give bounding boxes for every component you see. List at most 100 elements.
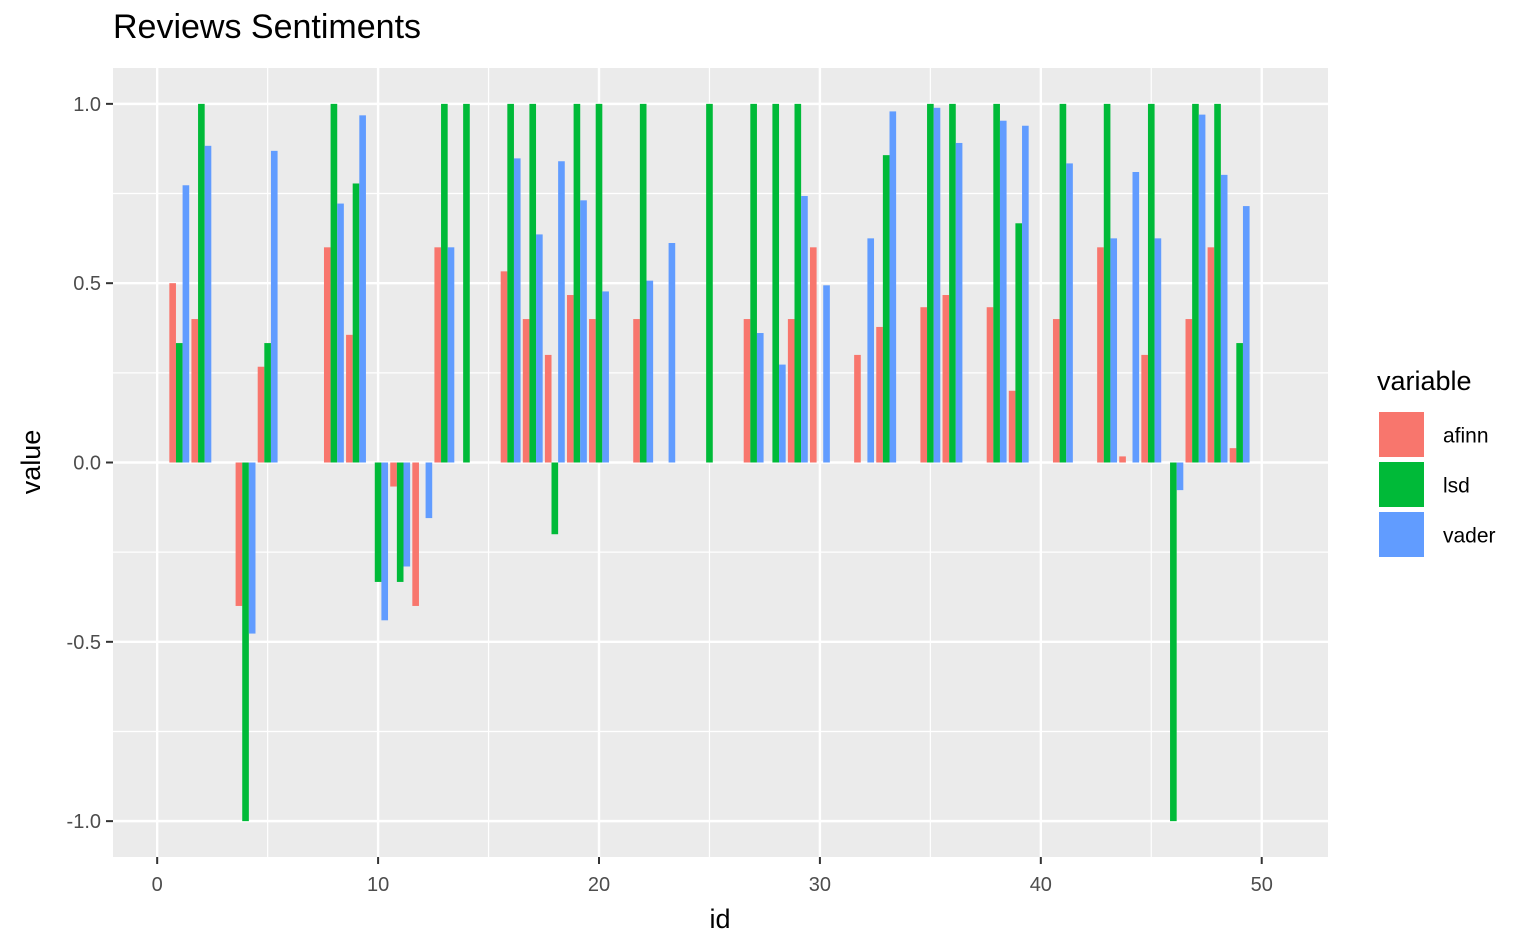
bar-vader bbox=[1132, 172, 1140, 463]
bar-afinn bbox=[1097, 247, 1104, 463]
x-axis: 0 10 20 30 40 50 bbox=[152, 857, 1273, 896]
bar-vader bbox=[447, 247, 455, 463]
y-tick-label: 1.0 bbox=[73, 94, 101, 116]
bar-lsd bbox=[441, 103, 448, 463]
bar-vader bbox=[1022, 125, 1029, 463]
legend: variable afinn lsd vader bbox=[1377, 366, 1496, 559]
bar-lsd bbox=[1170, 462, 1177, 822]
bar-vader bbox=[270, 150, 278, 463]
bar-lsd bbox=[1103, 103, 1111, 463]
bar-vader bbox=[182, 185, 190, 463]
bar-afinn bbox=[1229, 448, 1237, 463]
y-axis-title: value bbox=[16, 430, 46, 495]
x-tick-label: 0 bbox=[152, 874, 163, 896]
bar-lsd bbox=[463, 103, 470, 463]
bar-afinn bbox=[390, 462, 397, 487]
bar-vader bbox=[513, 158, 521, 463]
bar-lsd bbox=[1214, 103, 1221, 463]
bar-vader bbox=[337, 203, 344, 463]
legend-label-lsd: lsd bbox=[1443, 475, 1470, 498]
bar-lsd bbox=[374, 462, 382, 582]
bar-lsd bbox=[507, 103, 514, 463]
bar-vader bbox=[1154, 238, 1162, 463]
legend-label-afinn: afinn bbox=[1443, 425, 1489, 448]
bar-lsd bbox=[750, 103, 757, 463]
bar-afinn bbox=[854, 354, 861, 463]
bar-lsd bbox=[639, 103, 647, 463]
y-tick-label: -0.5 bbox=[67, 632, 101, 654]
bar-lsd bbox=[993, 103, 1000, 463]
bars bbox=[169, 103, 1250, 822]
x-tick-label: 40 bbox=[1030, 874, 1052, 896]
bar-afinn bbox=[942, 295, 950, 463]
bar-lsd bbox=[352, 183, 360, 463]
bar-vader bbox=[889, 111, 897, 463]
bar-vader bbox=[756, 333, 764, 463]
bar-vader bbox=[1066, 163, 1073, 463]
bar-afinn bbox=[191, 319, 199, 463]
bar-lsd bbox=[529, 103, 537, 463]
legend-key-lsd bbox=[1377, 460, 1426, 509]
bar-lsd bbox=[1059, 103, 1067, 463]
bar-afinn bbox=[544, 354, 552, 463]
bar-vader bbox=[933, 107, 941, 463]
bar-afinn bbox=[169, 283, 176, 463]
bar-lsd bbox=[175, 343, 183, 463]
y-tick-label: 0.0 bbox=[73, 453, 101, 475]
bar-afinn bbox=[1119, 456, 1126, 463]
bar-lsd bbox=[396, 462, 404, 582]
x-tick-label: 10 bbox=[367, 874, 389, 896]
bar-vader bbox=[1220, 174, 1228, 463]
bar-vader bbox=[602, 291, 609, 463]
bar-vader bbox=[536, 234, 543, 463]
bar-afinn bbox=[1052, 319, 1060, 463]
bar-afinn bbox=[589, 319, 596, 463]
bar-lsd bbox=[242, 462, 249, 822]
bar-vader bbox=[1176, 462, 1184, 491]
bar-lsd bbox=[706, 103, 713, 463]
bar-vader bbox=[359, 115, 366, 463]
bar-vader bbox=[248, 462, 256, 634]
bar-afinn bbox=[522, 319, 530, 463]
bar-vader bbox=[955, 142, 963, 463]
bar-afinn bbox=[323, 247, 331, 463]
bar-afinn bbox=[412, 462, 419, 606]
y-axis: -1.0 -0.5 0.0 0.5 1.0 bbox=[67, 94, 113, 833]
bar-lsd bbox=[772, 103, 780, 463]
bar-vader bbox=[425, 462, 433, 519]
bar-afinn bbox=[633, 319, 640, 463]
bar-afinn bbox=[1141, 354, 1148, 463]
bar-lsd bbox=[1147, 103, 1155, 463]
bar-lsd bbox=[882, 155, 890, 463]
bar-lsd bbox=[949, 103, 956, 463]
bar-vader bbox=[381, 462, 389, 621]
bar-lsd bbox=[794, 103, 802, 463]
bar-vader bbox=[867, 238, 875, 463]
bar-vader bbox=[1110, 238, 1118, 463]
bar-vader bbox=[1198, 114, 1206, 463]
bar-lsd bbox=[1015, 223, 1023, 463]
bar-vader bbox=[801, 196, 808, 463]
bar-lsd bbox=[595, 103, 603, 463]
bar-lsd bbox=[330, 103, 338, 463]
bar-afinn bbox=[1185, 319, 1193, 463]
bar-afinn bbox=[920, 307, 928, 463]
bar-afinn bbox=[809, 247, 817, 463]
bar-lsd bbox=[264, 343, 271, 463]
bar-vader bbox=[646, 280, 654, 463]
bar-vader bbox=[580, 200, 587, 463]
bar-afinn bbox=[1008, 390, 1016, 463]
bar-lsd bbox=[1192, 103, 1199, 463]
bar-lsd bbox=[573, 103, 581, 463]
legend-key-vader bbox=[1377, 510, 1426, 559]
x-axis-title: id bbox=[709, 904, 730, 934]
bar-vader bbox=[558, 161, 565, 463]
bar-afinn bbox=[346, 334, 353, 463]
chart-title: Reviews Sentiments bbox=[113, 8, 422, 46]
bar-afinn bbox=[566, 295, 574, 463]
bar-vader bbox=[823, 285, 830, 463]
bar-afinn bbox=[787, 319, 795, 463]
bar-afinn bbox=[986, 307, 994, 463]
x-tick-label: 30 bbox=[809, 874, 831, 896]
